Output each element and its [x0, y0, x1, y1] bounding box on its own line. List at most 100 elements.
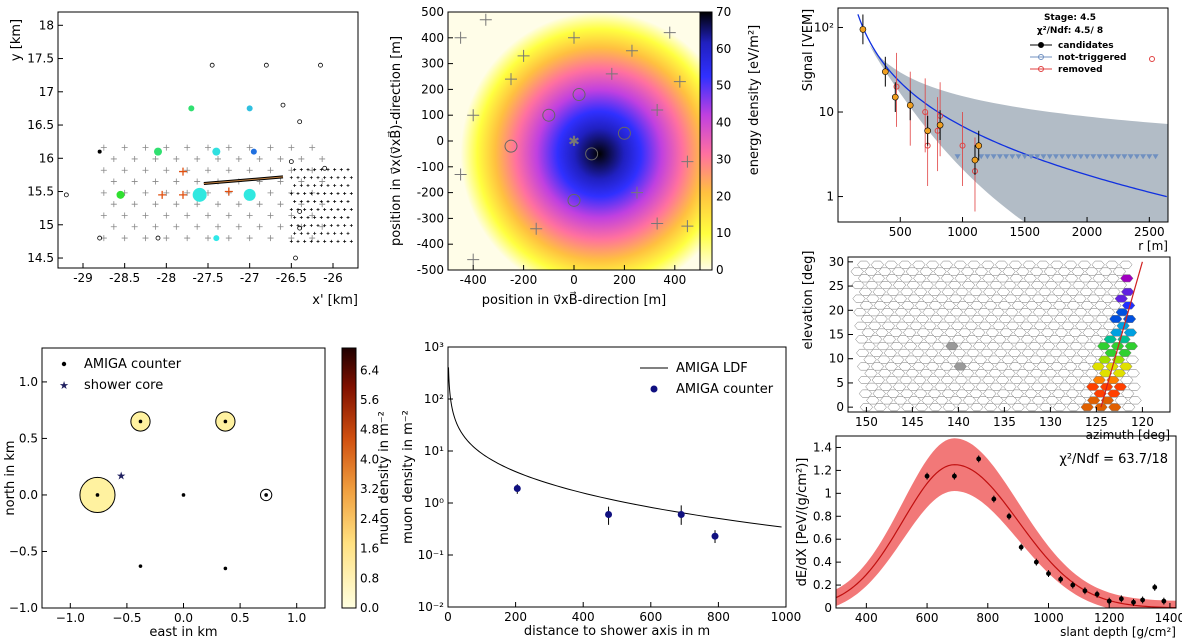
array-station-cross	[288, 144, 295, 151]
profile-ytick-label: 0.8	[813, 509, 832, 523]
camera-pixel	[989, 281, 1003, 290]
camera-pixel	[1024, 389, 1038, 398]
camera-pixel	[1040, 315, 1054, 323]
array-station-dense	[343, 207, 347, 211]
array-station-dense	[309, 176, 313, 180]
camera-pixel	[884, 362, 898, 371]
ldf-xtick-label: 2000	[1072, 225, 1103, 239]
station-circle	[263, 62, 269, 68]
camera-pixel	[850, 267, 864, 276]
amiga-ytick-label: 0.0	[19, 488, 38, 502]
camera-pixel	[1046, 308, 1060, 317]
not-triggered-marker	[1096, 154, 1103, 160]
array-station-cross	[121, 144, 128, 151]
camera-pixel	[868, 321, 882, 330]
footprint-ytick-label: 16	[39, 151, 54, 165]
camera-pixel	[960, 369, 975, 378]
array-station-cross	[215, 201, 221, 208]
camera-pixel	[996, 287, 1011, 296]
amiga-colorbar-tick: 6.4	[360, 363, 379, 377]
radio-ytick-label: 200	[421, 82, 444, 96]
radio-antenna-cross	[568, 31, 580, 44]
array-station-dense	[316, 239, 320, 243]
camera-pixel	[905, 369, 920, 378]
array-station-dense	[289, 239, 293, 243]
camera-pixel	[926, 274, 941, 283]
array-station-cross	[205, 144, 211, 151]
array-station-cross	[184, 235, 191, 242]
camera-pixel	[892, 382, 907, 391]
array-station-cross	[246, 212, 253, 219]
array-station-dense	[339, 215, 343, 219]
array-station-dense	[309, 223, 313, 227]
amiga-legend-counter-marker	[61, 361, 67, 367]
camera-pixel	[1028, 342, 1042, 351]
amiga-colorbar-tick: 1.6	[360, 542, 379, 556]
camera-ylabel: elevation [deg]	[801, 251, 816, 350]
camera-pixel	[1009, 376, 1023, 384]
camera-pixel	[1011, 403, 1025, 412]
camera-pixel	[1079, 389, 1093, 398]
muon-ytick-label: 10⁰	[424, 496, 444, 510]
array-station-cross	[246, 235, 253, 242]
camera-pixel	[1120, 274, 1134, 283]
array-station-dense	[289, 192, 293, 196]
camera-pixel	[1075, 335, 1090, 344]
camera-pixel	[941, 287, 955, 296]
camera-pixel	[1066, 403, 1081, 412]
profile-point	[1070, 582, 1076, 588]
profile-point	[991, 496, 997, 502]
camera-pixel	[1017, 382, 1031, 391]
array-station-dense	[343, 192, 347, 196]
amiga-colorbar-tick: 0.0	[360, 601, 379, 615]
array-station-dense	[323, 239, 327, 243]
muon-ytick-label: 10¹	[424, 444, 444, 458]
camera-pixel	[948, 281, 962, 290]
camera-pixel	[916, 328, 931, 337]
footprint-xtick-label: -27	[240, 271, 260, 285]
camera-pixel	[1045, 396, 1059, 405]
amiga-colorbar-tick: 2.4	[360, 512, 379, 526]
radio-antenna-cross	[673, 75, 686, 88]
camera-pixel	[899, 274, 913, 283]
array-station-cross	[298, 178, 305, 185]
radio-xtick-label: -200	[510, 273, 537, 287]
camera-pixel	[1062, 335, 1076, 344]
amiga-counter	[138, 564, 143, 568]
radio-antenna-cross	[631, 186, 643, 199]
camera-pixel	[1004, 396, 1018, 405]
camera-pixel	[871, 376, 885, 384]
camera-pixel	[942, 301, 956, 310]
radio-ytick-label: 0	[436, 134, 444, 148]
footprint-array	[63, 62, 353, 261]
camera-pixel	[1108, 403, 1122, 412]
camera-pixel	[1041, 342, 1056, 351]
amiga-colorbar-tick: 0.8	[360, 571, 379, 585]
amiga-counter	[264, 493, 268, 497]
triggered-station	[213, 235, 220, 242]
camera-pixel	[1029, 369, 1044, 378]
camera-pixel	[1107, 389, 1121, 398]
muon-xtick-label: 400	[572, 610, 595, 624]
radio-antenna-cross	[651, 217, 664, 230]
camera-pixel	[1016, 369, 1030, 378]
camera-pixel	[893, 396, 908, 405]
camera-pixel	[928, 301, 943, 310]
camera-pixel	[871, 274, 885, 283]
camera-pixel	[875, 328, 889, 337]
ldf-xtick-label: 1000	[947, 225, 978, 239]
camera-pixel	[959, 342, 973, 351]
profile-point	[1118, 596, 1124, 602]
radio-antenna-cross	[467, 253, 480, 266]
camera-pixel	[869, 348, 884, 357]
camera-pixel	[939, 362, 954, 371]
camera-pixel	[864, 369, 878, 378]
array-station-cross	[173, 155, 180, 162]
camera-pixel	[999, 328, 1013, 337]
camera-pixel	[1019, 321, 1034, 330]
camera-pixel	[1025, 301, 1039, 310]
camera-pixel	[925, 348, 939, 357]
array-station-cross	[205, 235, 211, 242]
triggered-station	[246, 105, 253, 112]
